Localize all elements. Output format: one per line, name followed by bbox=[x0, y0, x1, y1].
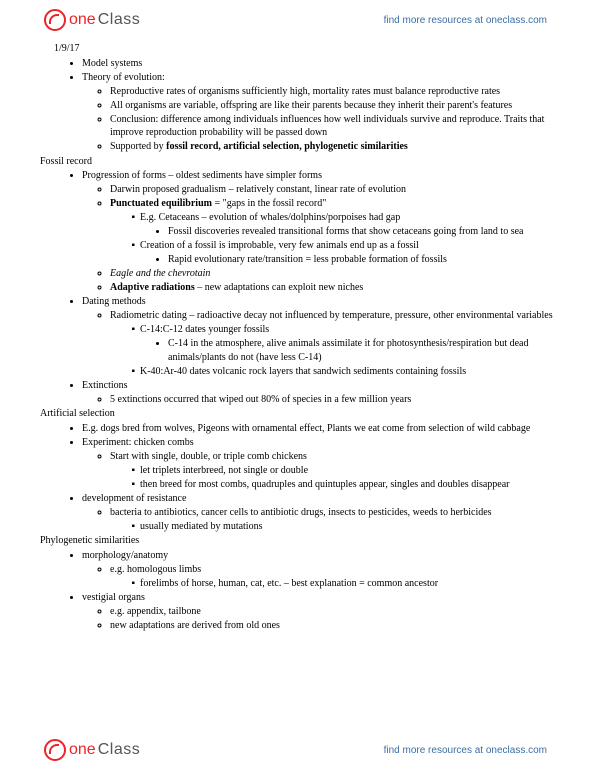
theory-supported: Supported by fossil record, artificial s… bbox=[110, 140, 555, 154]
section-artsel-title: Artificial selection bbox=[40, 407, 555, 421]
fossil-extinctions: Extinctions 5 extinctions occurred that … bbox=[82, 379, 555, 407]
logo-icon bbox=[44, 739, 66, 761]
logo-icon bbox=[44, 9, 66, 31]
fossil-adaptive: Adaptive radiations – new adaptations ca… bbox=[110, 281, 555, 295]
item-theory-label: Theory of evolution: bbox=[82, 72, 165, 83]
phylo-homologous: e.g. homologous limbs forelimbs of horse… bbox=[110, 563, 555, 591]
brand-logo-footer: oneClass bbox=[44, 739, 140, 761]
artsel-bacteria: bacteria to antibiotics, cancer cells to… bbox=[110, 506, 555, 534]
artsel-interbreed: let triplets interbreed, not single or d… bbox=[140, 464, 555, 478]
artsel-experiment: Experiment: chicken combs Start with sin… bbox=[82, 436, 555, 492]
document-body: 1/9/17 Model systems Theory of evolution… bbox=[54, 42, 555, 728]
dating-c14: C-14:C-12 dates younger fossils C-14 in … bbox=[140, 323, 555, 364]
phylo-appendix: e.g. appendix, tailbone bbox=[110, 605, 555, 619]
dating-radiometric: Radiometric dating – radioactive decay n… bbox=[110, 309, 555, 378]
item-model-systems: Model systems bbox=[82, 57, 555, 71]
logo-text-one: one bbox=[69, 11, 96, 29]
artsel-resistance: development of resistance bacteria to an… bbox=[82, 492, 555, 534]
extinctions-five: 5 extinctions occurred that wiped out 80… bbox=[110, 393, 555, 407]
footer-bar: oneClass find more resources at oneclass… bbox=[0, 734, 595, 766]
artsel-mutations: usually mediated by mutations bbox=[140, 520, 555, 534]
fossil-improbable: Creation of a fossil is improbable, very… bbox=[140, 239, 555, 267]
phylo-vestigial: vestigial organs e.g. appendix, tailbone… bbox=[82, 591, 555, 633]
artsel-breed: then breed for most combs, quadruples an… bbox=[140, 478, 555, 492]
phylo-forelimbs: forelimbs of horse, human, cat, etc. – b… bbox=[140, 577, 555, 591]
section-phylo-title: Phylogenetic similarities bbox=[40, 534, 555, 548]
dating-c14-detail: C-14 in the atmosphere, alive animals as… bbox=[168, 337, 555, 364]
logo-text-class: Class bbox=[98, 741, 141, 759]
fossil-progression: Progression of forms – oldest sediments … bbox=[82, 169, 555, 295]
fossil-gradualism: Darwin proposed gradualism – relatively … bbox=[110, 183, 555, 197]
date-label: 1/9/17 bbox=[54, 42, 555, 56]
fossil-dating: Dating methods Radiometric dating – radi… bbox=[82, 295, 555, 378]
section-fossil-title: Fossil record bbox=[40, 155, 555, 169]
item-theory: Theory of evolution: Reproductive rates … bbox=[82, 71, 555, 154]
root-list: Model systems Theory of evolution: Repro… bbox=[54, 57, 555, 154]
fossil-cetaceans: E.g. Cetaceans – evolution of whales/dol… bbox=[140, 211, 555, 239]
brand-logo: oneClass bbox=[44, 9, 140, 31]
theory-variable: All organisms are variable, offspring ar… bbox=[110, 99, 555, 113]
fossil-rapid: Rapid evolutionary rate/transition = les… bbox=[168, 253, 555, 267]
phylo-newadapt: new adaptations are derived from old one… bbox=[110, 619, 555, 633]
logo-text-class: Class bbox=[98, 11, 141, 29]
theory-conclusion: Conclusion: difference among individuals… bbox=[110, 113, 555, 140]
phylo-morph: morphology/anatomy e.g. homologous limbs… bbox=[82, 549, 555, 591]
artsel-start: Start with single, double, or triple com… bbox=[110, 450, 555, 492]
footer-tagline: find more resources at oneclass.com bbox=[384, 745, 547, 756]
header-bar: oneClass find more resources at oneclass… bbox=[0, 4, 595, 36]
artsel-examples: E.g. dogs bred from wolves, Pigeons with… bbox=[82, 422, 555, 436]
logo-text-one: one bbox=[69, 741, 96, 759]
theory-repro: Reproductive rates of organisms sufficie… bbox=[110, 85, 555, 99]
header-tagline: find more resources at oneclass.com bbox=[384, 15, 547, 26]
fossil-transitional: Fossil discoveries revealed transitional… bbox=[168, 225, 555, 239]
fossil-punctuated: Punctuated equilibrium = "gaps in the fo… bbox=[110, 197, 555, 267]
dating-k40: K-40:Ar-40 dates volcanic rock layers th… bbox=[140, 365, 555, 379]
fossil-eagle: Eagle and the chevrotain bbox=[110, 267, 555, 281]
